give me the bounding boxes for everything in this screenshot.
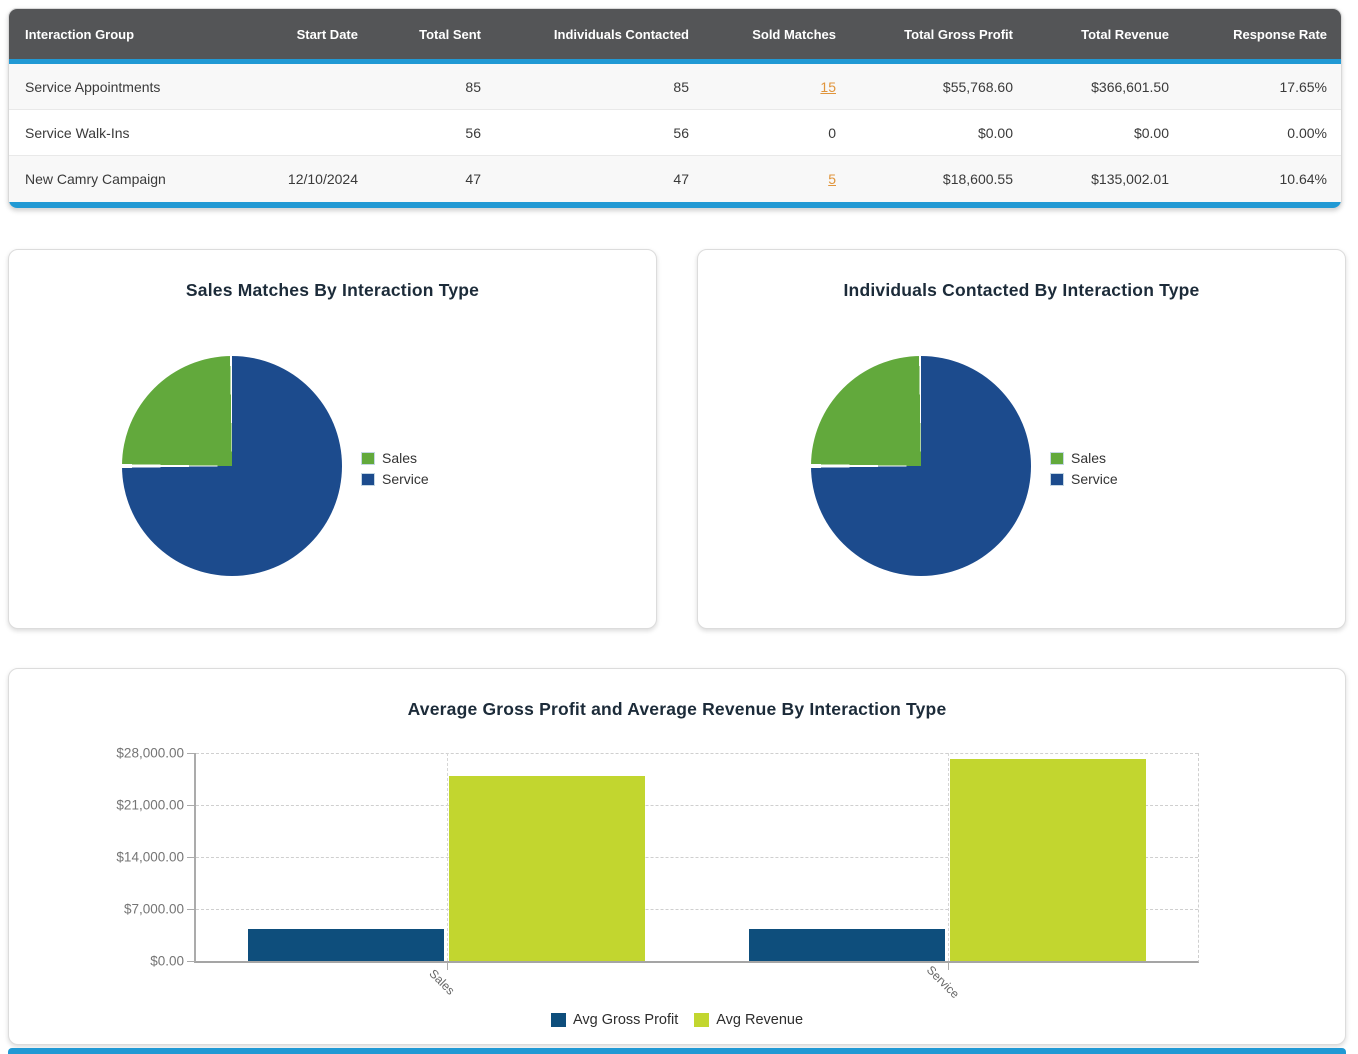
interaction-group-cell: New Camry Campaign <box>25 171 166 187</box>
legend-item-service: Service <box>361 471 429 487</box>
response-rate-cell: 10.64% <box>1279 171 1327 187</box>
interaction-group-cell: Service Appointments <box>25 78 161 95</box>
legend-item-sales: Sales <box>1050 450 1118 466</box>
table-body: Service Appointments 85 85 15 $55,768.60… <box>9 64 1341 202</box>
avg-revenue-legend-swatch <box>694 1013 710 1027</box>
interaction-summary-table: Interaction Group Start Date Total Sent … <box>8 8 1342 209</box>
x-axis-label-service: Service <box>923 962 963 1002</box>
response-rate-cell: 17.65% <box>1279 78 1327 95</box>
y-axis-tick <box>187 753 195 754</box>
legend-label: Sales <box>1071 450 1107 466</box>
total-gross-profit-cell: $0.00 <box>977 124 1013 141</box>
response-rate-cell: 0.00% <box>1287 124 1327 141</box>
pie-legend: Sales Service <box>1050 450 1118 487</box>
total-gross-profit-cell: $18,600.55 <box>942 171 1013 187</box>
col-header-interaction-group: Interaction Group <box>25 26 135 42</box>
gridline <box>196 857 1198 858</box>
table-accent-line <box>9 59 1341 64</box>
sold-matches-link[interactable]: 15 <box>820 78 836 95</box>
sold-matches-cell: 0 <box>828 124 836 141</box>
avg-gross-profit-bar-service <box>749 929 945 961</box>
col-header-total-gross-profit: Total Gross Profit <box>904 26 1013 42</box>
individuals-contacted-pie-card: Individuals Contacted By Interaction Typ… <box>697 249 1346 629</box>
total-sent-cell: 56 <box>465 124 481 141</box>
table-header-row: Interaction Group Start Date Total Sent … <box>9 9 1341 59</box>
y-axis-label: $7,000.00 <box>123 901 184 917</box>
y-axis-tick <box>187 805 195 806</box>
individuals-contacted-cell: 47 <box>673 171 689 187</box>
bar-chart-plot-area: $28,000.00 $21,000.00 $14,000.00 $7,000.… <box>116 746 1199 970</box>
bar-group-sales <box>196 753 697 970</box>
individuals-contacted-cell: 56 <box>673 124 689 141</box>
y-axis-label: $14,000.00 <box>116 849 184 865</box>
col-header-total-sent: Total Sent <box>419 26 481 42</box>
legend-item-avg-gross-profit: Avg Gross Profit <box>550 1012 679 1028</box>
col-header-total-revenue: Total Revenue <box>1081 26 1169 42</box>
individuals-contacted-cell: 85 <box>673 78 689 95</box>
table-row: New Camry Campaign 12/10/2024 47 47 5 $1… <box>9 156 1341 202</box>
legend-label: Avg Gross Profit <box>572 1012 679 1028</box>
legend-label: Avg Revenue <box>716 1012 804 1028</box>
bar-group-service <box>697 753 1198 970</box>
table-bottom-accent-bar <box>9 202 1341 208</box>
chart-title: Sales Matches By Interaction Type <box>185 280 480 300</box>
total-revenue-cell: $135,002.01 <box>1091 171 1169 187</box>
gridline <box>196 753 1198 754</box>
col-header-response-rate: Response Rate <box>1233 26 1327 42</box>
legend-label: Sales <box>382 450 418 466</box>
chart-title: Individuals Contacted By Interaction Typ… <box>843 280 1200 300</box>
legend-item-service: Service <box>1050 471 1118 487</box>
y-axis-tick <box>187 909 195 910</box>
sold-matches-link[interactable]: 5 <box>828 171 836 187</box>
avg-revenue-bar-service <box>950 758 1146 961</box>
y-axis-label: $28,000.00 <box>116 745 184 761</box>
interaction-group-cell: Service Walk-Ins <box>25 124 130 141</box>
y-axis-label: $0.00 <box>150 953 184 969</box>
y-axis-tick <box>187 961 195 962</box>
sales-legend-swatch <box>1050 451 1064 465</box>
avg-profit-revenue-bar-card: Average Gross Profit and Average Revenue… <box>8 668 1346 1045</box>
bar-chart-legend: Avg Gross Profit Avg Revenue <box>9 1012 1345 1028</box>
legend-item-sales: Sales <box>361 450 429 466</box>
service-legend-swatch <box>361 472 375 486</box>
sales-matches-pie-chart <box>122 356 342 576</box>
legend-label: Service <box>382 471 429 487</box>
y-axis-tick <box>187 857 195 858</box>
next-section-accent-bar <box>8 1048 1346 1054</box>
table-row: Service Walk-Ins 56 56 0 $0.00 $0.00 0.0… <box>9 110 1341 156</box>
pie-legend: Sales Service <box>361 450 429 487</box>
col-header-sold-matches: Sold Matches <box>752 26 836 42</box>
gridline <box>196 805 1198 806</box>
sales-legend-swatch <box>361 451 375 465</box>
avg-gross-profit-legend-swatch <box>550 1013 566 1027</box>
total-revenue-cell: $366,601.50 <box>1091 78 1169 95</box>
legend-label: Service <box>1071 471 1118 487</box>
total-sent-cell: 85 <box>465 78 481 95</box>
avg-gross-profit-bar-sales <box>248 929 444 961</box>
table-row: Service Appointments 85 85 15 $55,768.60… <box>9 64 1341 110</box>
chart-title: Average Gross Profit and Average Revenue… <box>407 699 947 719</box>
service-legend-swatch <box>1050 472 1064 486</box>
gridline <box>196 909 1198 910</box>
total-gross-profit-cell: $55,768.60 <box>942 78 1013 95</box>
col-header-start-date: Start Date <box>296 26 358 42</box>
legend-item-avg-revenue: Avg Revenue <box>694 1012 803 1028</box>
total-sent-cell: 47 <box>465 171 481 187</box>
col-header-individuals-contacted: Individuals Contacted <box>553 26 689 42</box>
individuals-contacted-pie-chart <box>811 356 1031 576</box>
total-revenue-cell: $0.00 <box>1133 124 1169 141</box>
start-date-cell: 12/10/2024 <box>287 171 358 187</box>
avg-revenue-bar-sales <box>449 776 645 961</box>
x-axis-label-sales: Sales <box>426 966 458 998</box>
sales-matches-pie-card: Sales Matches By Interaction Type Sales … <box>8 249 657 629</box>
y-axis-label: $21,000.00 <box>116 797 184 813</box>
